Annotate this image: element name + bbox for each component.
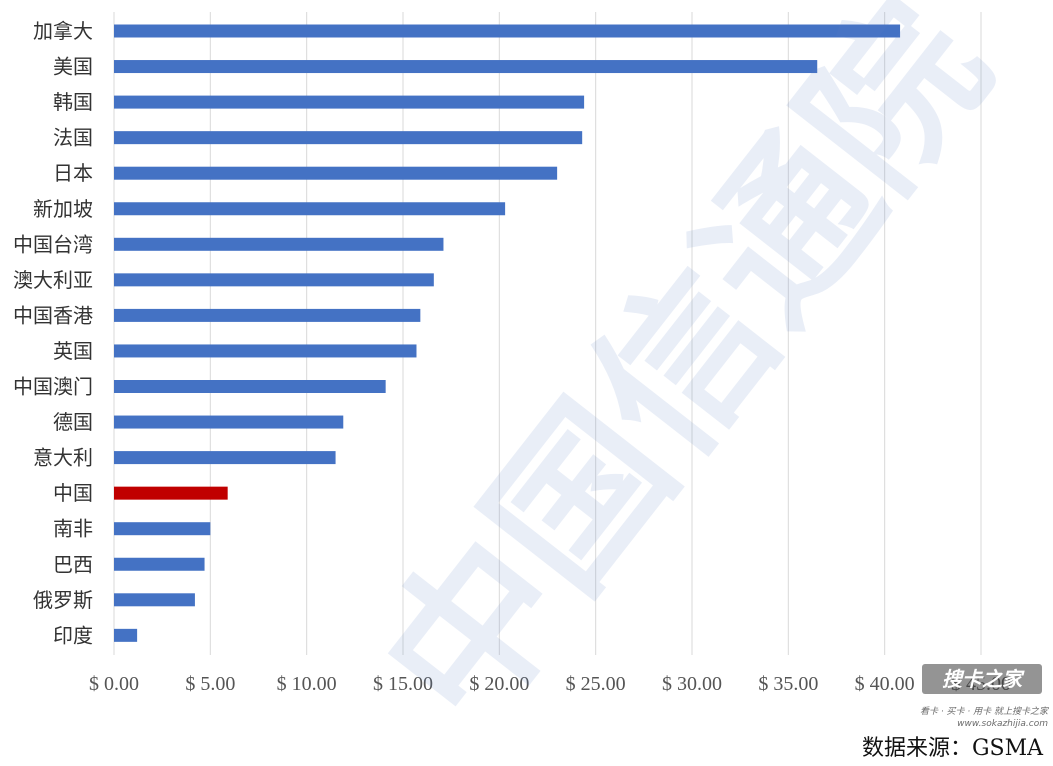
bar <box>114 237 444 251</box>
category-label: 中国香港 <box>13 303 93 327</box>
bar <box>114 451 336 465</box>
watermark-text: 中国信通院 <box>346 0 1025 760</box>
category-label: 巴西 <box>53 552 93 576</box>
category-label: 俄罗斯 <box>33 588 93 612</box>
x-tick-label: $ 35.00 <box>758 673 818 695</box>
category-label: 韩国 <box>53 90 93 114</box>
x-tick-label: $ 0.00 <box>89 673 139 695</box>
bar <box>114 166 558 180</box>
source-note: 数据来源：GSMA <box>861 736 1043 761</box>
category-label: 法国 <box>53 126 93 150</box>
bar <box>114 415 344 429</box>
watermark-tagline-line1: 看卡 · 买卡 · 用卡 就上搜卡之家 <box>919 707 1048 717</box>
category-label: 英国 <box>53 339 93 363</box>
category-label: 中国台湾 <box>13 232 93 256</box>
bar <box>114 273 434 287</box>
bar <box>114 557 205 571</box>
category-label: 澳大利亚 <box>13 268 93 292</box>
bar <box>114 131 583 145</box>
grid-lines <box>113 12 982 655</box>
bar <box>114 24 901 38</box>
category-label: 加拿大 <box>33 19 93 43</box>
bar <box>114 202 506 216</box>
category-label: 日本 <box>53 161 93 185</box>
x-tick-label: $ 20.00 <box>469 673 529 695</box>
category-label: 中国 <box>53 481 93 505</box>
category-label: 新加坡 <box>33 197 93 221</box>
bars <box>114 24 901 642</box>
bar <box>114 344 417 358</box>
x-tick-label: $ 5.00 <box>185 673 235 695</box>
bar <box>114 95 585 109</box>
x-tick-label: $ 10.00 <box>277 673 337 695</box>
category-label: 德国 <box>53 410 93 434</box>
bar <box>114 60 818 74</box>
bar <box>114 593 195 607</box>
watermark-tagline: 看卡 · 买卡 · 用卡 就上搜卡之家 www.sokazhijia.com <box>880 706 1048 730</box>
category-label: 印度 <box>53 623 93 647</box>
bar <box>114 380 386 393</box>
x-tick-label: $ 25.00 <box>566 673 626 695</box>
watermark-logo: 搜卡之家 <box>922 664 1042 694</box>
x-tick-label: $ 40.00 <box>855 673 915 695</box>
category-label: 意大利 <box>33 446 93 470</box>
bar <box>114 308 421 322</box>
x-tick-label: $ 15.00 <box>373 673 433 695</box>
bar-highlighted <box>114 486 228 500</box>
x-tick-label: $ 30.00 <box>662 673 722 695</box>
watermark-url: www.sokazhijia.com <box>957 719 1048 729</box>
bar <box>114 628 138 642</box>
category-label: 美国 <box>53 55 93 79</box>
category-label: 中国澳门 <box>13 375 93 399</box>
category-labels: 加拿大美国韩国法国日本新加坡中国台湾澳大利亚中国香港英国中国澳门德国意大利中国南… <box>13 19 93 647</box>
category-label: 南非 <box>53 517 93 541</box>
bar <box>114 522 211 536</box>
